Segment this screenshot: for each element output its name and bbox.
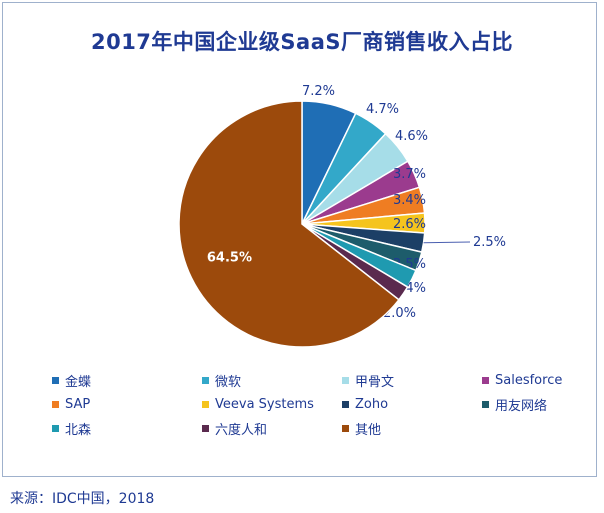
slice-label: 3.4% — [393, 193, 426, 208]
legend-swatch — [52, 400, 59, 408]
legend-label: 用友网络 — [495, 398, 548, 414]
slice-label: 4.7% — [366, 102, 399, 117]
legend-swatch — [52, 376, 59, 384]
legend-swatch — [482, 376, 489, 384]
slice-label: 2.6% — [393, 217, 426, 232]
legend-swatch — [202, 376, 209, 384]
legend-label: 微软 — [215, 374, 242, 390]
legend-item: 北森 — [52, 418, 91, 438]
legend-item: 甲骨文 — [342, 370, 394, 390]
legend-label: Zoho — [355, 396, 389, 412]
legend-swatch — [342, 376, 349, 384]
slice-label: 4.6% — [395, 129, 428, 144]
legend-item: 用友网络 — [482, 394, 547, 414]
legend-item: 其他 — [342, 418, 381, 438]
leader-line — [423, 241, 471, 244]
slice-label: 3.7% — [393, 167, 426, 182]
legend-item: Zoho — [342, 394, 388, 414]
legend-swatch — [342, 400, 349, 408]
legend-swatch — [202, 400, 209, 408]
slice-label: 7.2% — [302, 84, 335, 99]
legend-swatch — [202, 424, 209, 432]
legend-item: Veeva Systems — [202, 394, 314, 414]
legend-label: 六度人和 — [215, 422, 268, 438]
legend-swatch — [482, 400, 489, 408]
legend-label: Veeva Systems — [215, 396, 314, 412]
slice-label: 2.5% — [473, 235, 506, 250]
legend-label: 金蝶 — [65, 374, 92, 390]
legend-item: 金蝶 — [52, 370, 91, 390]
legend-label: 北森 — [65, 422, 92, 438]
legend-item: SAP — [52, 394, 90, 414]
legend-label: Salesforce — [495, 372, 563, 388]
chart-title: 2017年中国企业级SaaS厂商销售收入占比 — [90, 30, 514, 54]
legend-label: SAP — [65, 396, 91, 412]
legend-item: 微软 — [202, 370, 241, 390]
legend-item: Salesforce — [482, 370, 562, 390]
legend-label: 其他 — [355, 422, 382, 438]
legend-label: 甲骨文 — [355, 374, 395, 390]
legend-swatch — [52, 424, 59, 432]
slice-label: 2.0% — [383, 306, 416, 321]
pie-slice — [178, 100, 400, 348]
legend-item: 六度人和 — [202, 418, 267, 438]
slice-label: 64.5% — [207, 250, 252, 265]
legend-swatch — [342, 424, 349, 432]
source-note: 来源：IDC中国，2018 — [10, 491, 155, 507]
